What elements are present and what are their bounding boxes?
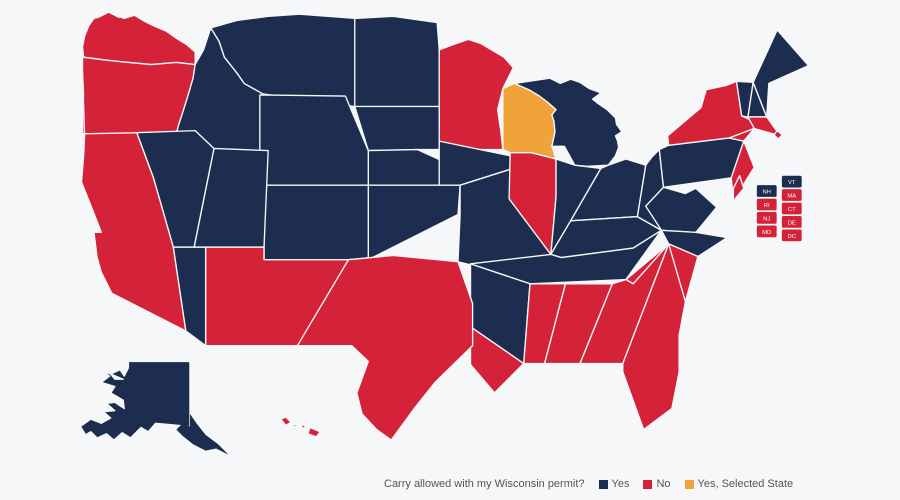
svg-text:NH: NH [763,190,771,196]
svg-text:DC: DC [788,234,796,240]
svg-text:NJ: NJ [763,216,770,222]
svg-text:CT: CT [788,207,796,213]
svg-text:RI: RI [764,203,770,209]
svg-text:DE: DE [788,220,796,226]
svg-text:MD: MD [762,230,771,236]
svg-text:MA: MA [787,194,796,200]
svg-text:VT: VT [788,180,796,186]
